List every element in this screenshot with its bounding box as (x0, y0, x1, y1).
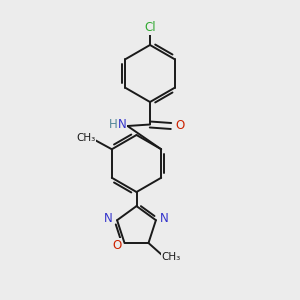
Text: CH₃: CH₃ (161, 251, 181, 262)
Text: H: H (109, 118, 118, 131)
Text: O: O (176, 118, 184, 132)
Text: N: N (160, 212, 169, 225)
Text: CH₃: CH₃ (77, 133, 96, 143)
Text: Cl: Cl (144, 21, 156, 34)
Text: N: N (118, 118, 127, 131)
Text: O: O (112, 239, 122, 252)
Text: N: N (104, 212, 113, 225)
